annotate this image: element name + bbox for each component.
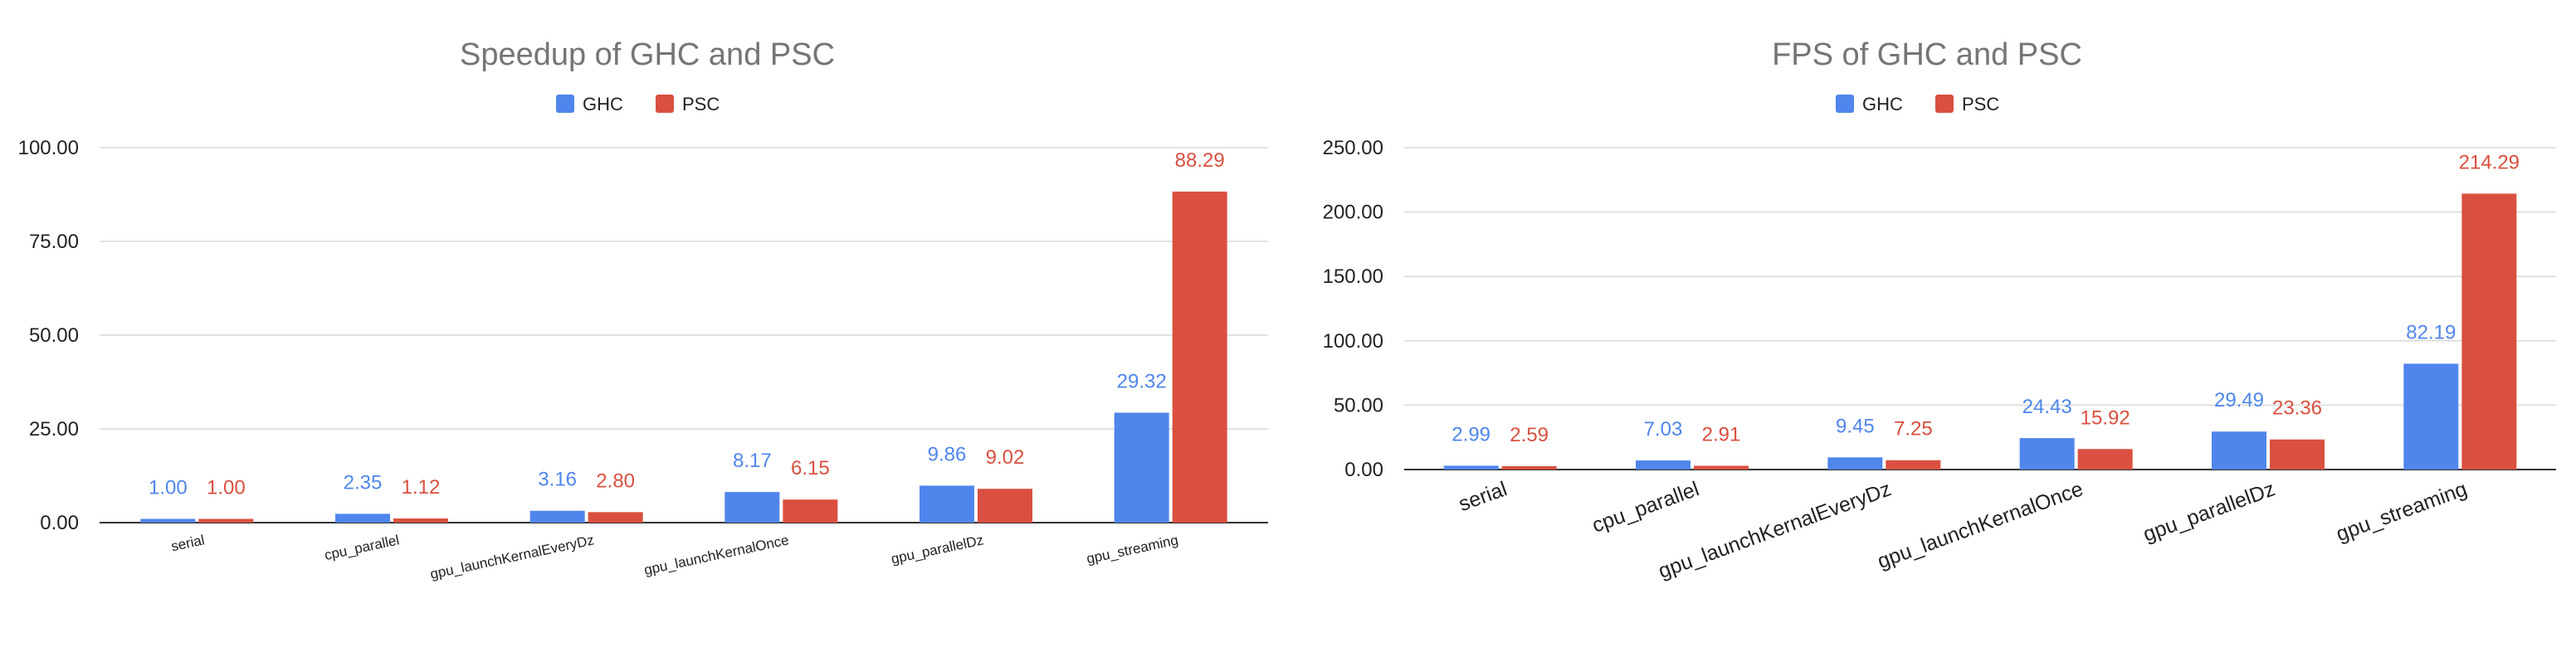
data-label: 1.12 — [402, 476, 441, 499]
data-label: 29.49 — [2214, 389, 2264, 411]
psc-bar-gpu-paralleldz — [2270, 439, 2325, 470]
psc-bar-gpu-launchkernalonce — [2077, 449, 2133, 470]
data-label: 214.29 — [2459, 151, 2520, 173]
data-label: 2.99 — [1451, 423, 1490, 445]
y-tick-label: 100.00 — [1323, 330, 1383, 353]
y-tick-label: 75.00 — [29, 231, 79, 253]
y-tick-label: 150.00 — [1323, 265, 1383, 288]
x-category-label: gpu_launchKernalOnce — [642, 532, 790, 578]
x-category-label: gpu_parallelDz — [890, 532, 985, 567]
data-label: 24.43 — [2022, 396, 2072, 418]
ghc-bar-gpu-streaming — [2403, 363, 2459, 470]
data-label: 3.16 — [538, 469, 577, 491]
psc-bar-gpu-streaming — [2461, 193, 2517, 470]
legend-label: PSC — [1962, 94, 1999, 114]
x-category-label: gpu_streaming — [2333, 477, 2470, 546]
data-label: 2.80 — [596, 470, 635, 492]
ghc-bar-serial — [140, 518, 196, 523]
x-category-label: gpu_launchKernalOnce — [1875, 477, 2086, 573]
legend-label: GHC — [583, 94, 623, 114]
ghc-bar-gpu-launchkernaleverydz — [529, 510, 585, 523]
data-label: 82.19 — [2406, 321, 2456, 343]
data-label: 9.45 — [1836, 415, 1875, 437]
psc-bar-serial — [198, 518, 254, 523]
y-tick-label: 250.00 — [1323, 137, 1383, 159]
legend-swatch — [1935, 95, 1954, 113]
y-tick-label: 0.00 — [1344, 459, 1383, 481]
speedup-chart: Speedup of GHC and PSC GHC PSC 0.00 25.00 50.… — [18, 37, 1268, 582]
x-category-label: gpu_launchKernalEveryDz — [429, 532, 596, 582]
data-label: 7.25 — [1894, 418, 1933, 441]
y-tick-label: 0.00 — [40, 512, 79, 534]
ghc-bar-gpu-launchkernalonce — [2019, 438, 2075, 470]
y-tick-label: 100.00 — [18, 137, 79, 159]
data-label: 2.35 — [344, 471, 383, 494]
x-category-label: serial — [1456, 477, 1510, 516]
chart-title: FPS of GHC and PSC — [1772, 37, 2082, 72]
psc-bar-gpu-streaming — [1172, 191, 1227, 523]
data-label: 9.02 — [986, 446, 1025, 469]
psc-bar-gpu-launchkernaleverydz — [588, 512, 643, 523]
psc-bar-gpu-paralleldz — [978, 489, 1032, 523]
legend-label: GHC — [1862, 94, 1903, 114]
data-label: 88.29 — [1175, 149, 1225, 172]
psc-bar-gpu-launchkernaleverydz — [1886, 460, 1941, 470]
data-label: 1.00 — [149, 476, 188, 499]
ghc-bar-gpu-launchkernaleverydz — [1827, 457, 1883, 470]
y-tick-label: 50.00 — [29, 324, 79, 347]
data-label: 6.15 — [791, 457, 830, 479]
y-tick-label: 25.00 — [29, 418, 79, 441]
psc-bar-cpu-parallel — [1694, 465, 1749, 470]
fps-chart: FPS of GHC and PSC GHC PSC 0.00 50.00 100.00 1… — [1323, 37, 2556, 583]
legend-swatch — [556, 95, 574, 113]
psc-bar-gpu-launchkernalonce — [783, 499, 838, 523]
ghc-bar-serial — [1443, 465, 1499, 470]
legend-label: PSC — [682, 94, 720, 114]
y-tick-label: 200.00 — [1323, 202, 1383, 224]
chart-title: Speedup of GHC and PSC — [460, 37, 835, 72]
data-label: 2.91 — [1702, 423, 1741, 445]
psc-bar-cpu-parallel — [393, 518, 448, 523]
x-category-label: serial — [169, 532, 206, 554]
ghc-bar-gpu-launchkernalonce — [724, 492, 780, 523]
data-label: 15.92 — [2081, 406, 2130, 429]
ghc-bar-gpu-paralleldz — [920, 485, 974, 523]
data-label: 8.17 — [733, 450, 772, 472]
ghc-bar-gpu-streaming — [1114, 412, 1169, 523]
data-label: 23.36 — [2272, 397, 2322, 420]
legend-swatch — [1836, 95, 1854, 113]
ghc-bar-cpu-parallel — [1636, 460, 1690, 470]
y-tick-label: 50.00 — [1334, 394, 1383, 416]
data-label: 7.03 — [1644, 418, 1683, 441]
x-category-label: cpu_parallel — [323, 532, 401, 563]
data-label: 29.32 — [1117, 370, 1167, 392]
ghc-bar-cpu-parallel — [335, 514, 390, 523]
x-category-label: gpu_streaming — [1086, 532, 1180, 567]
legend-swatch — [656, 95, 674, 113]
data-label: 1.00 — [207, 476, 246, 499]
x-category-label: cpu_parallel — [1589, 477, 1702, 537]
data-label: 9.86 — [928, 443, 967, 465]
x-category-label: gpu_parallelDz — [2140, 477, 2278, 546]
data-label: 2.59 — [1510, 424, 1549, 446]
ghc-bar-gpu-paralleldz — [2212, 431, 2266, 470]
psc-bar-serial — [1501, 465, 1557, 470]
